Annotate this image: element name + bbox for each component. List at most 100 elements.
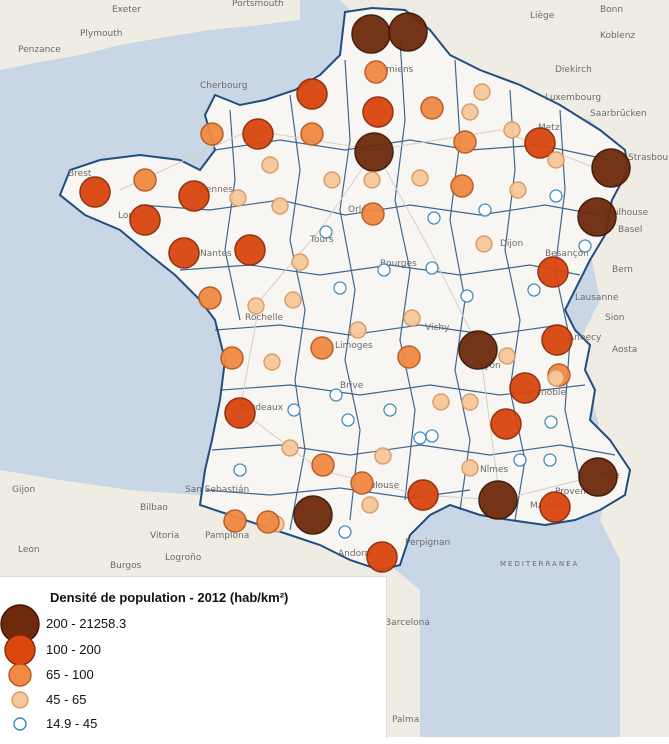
density-symbol-c4[interactable] <box>524 127 556 159</box>
density-symbol-c1[interactable] <box>287 403 301 417</box>
density-symbol-c5[interactable] <box>591 148 631 188</box>
density-symbol-c2[interactable] <box>271 197 289 215</box>
density-symbol-c2[interactable] <box>284 291 302 309</box>
density-symbol-c1[interactable] <box>425 261 439 275</box>
density-symbol-c1[interactable] <box>543 453 557 467</box>
density-symbol-c2[interactable] <box>363 171 381 189</box>
density-symbol-c2[interactable] <box>229 189 247 207</box>
place-label: San Sebastián <box>185 485 249 495</box>
density-symbol-c3[interactable] <box>310 336 334 360</box>
density-symbol-c4[interactable] <box>537 256 569 288</box>
density-symbol-c4[interactable] <box>509 372 541 404</box>
density-symbol-c5[interactable] <box>578 457 618 497</box>
density-symbol-c1[interactable] <box>413 431 427 445</box>
density-symbol-c1[interactable] <box>377 263 391 277</box>
density-symbol-c1[interactable] <box>383 403 397 417</box>
density-symbol-c1[interactable] <box>527 283 541 297</box>
density-symbol-c2[interactable] <box>475 235 493 253</box>
density-symbol-c1[interactable] <box>578 239 592 253</box>
density-symbol-c1[interactable] <box>544 415 558 429</box>
density-symbol-c5[interactable] <box>354 132 394 172</box>
density-symbol-c5[interactable] <box>478 480 518 520</box>
density-symbol-c4[interactable] <box>296 78 328 110</box>
density-symbol-c2[interactable] <box>247 297 265 315</box>
density-symbol-c3[interactable] <box>300 122 324 146</box>
density-symbol-c3[interactable] <box>350 471 374 495</box>
density-symbol-c2[interactable] <box>461 393 479 411</box>
density-symbol-c4[interactable] <box>129 204 161 236</box>
density-symbol-c2[interactable] <box>374 447 392 465</box>
density-symbol-c2[interactable] <box>461 459 479 477</box>
density-symbol-c3[interactable] <box>198 286 222 310</box>
density-symbol-c2[interactable] <box>432 393 450 411</box>
place-label: Plymouth <box>80 29 122 39</box>
density-symbol-c3[interactable] <box>361 202 385 226</box>
density-symbol-c1[interactable] <box>333 281 347 295</box>
density-symbol-c1[interactable] <box>460 289 474 303</box>
density-symbol-c4[interactable] <box>242 118 274 150</box>
density-symbol-c3[interactable] <box>364 60 388 84</box>
density-symbol-c2[interactable] <box>323 171 341 189</box>
density-symbol-c3[interactable] <box>256 510 280 534</box>
density-symbol-c4[interactable] <box>362 96 394 128</box>
density-symbol-c2[interactable] <box>503 121 521 139</box>
density-symbol-c2[interactable] <box>291 253 309 271</box>
density-symbol-c1[interactable] <box>319 225 333 239</box>
density-symbol-c2[interactable] <box>547 151 565 169</box>
density-symbol-c2[interactable] <box>473 83 491 101</box>
density-symbol-c4[interactable] <box>407 479 439 511</box>
density-symbol-c2[interactable] <box>281 439 299 457</box>
density-symbol-c5[interactable] <box>577 197 617 237</box>
density-symbol-c2[interactable] <box>509 181 527 199</box>
density-symbol-c1[interactable] <box>549 189 563 203</box>
density-symbol-c1[interactable] <box>329 388 343 402</box>
density-symbol-c3[interactable] <box>397 345 421 369</box>
place-label: Vichy <box>425 323 450 333</box>
density-symbol-c1[interactable] <box>338 525 352 539</box>
density-symbol-c1[interactable] <box>513 453 527 467</box>
density-symbol-c5[interactable] <box>293 495 333 535</box>
density-symbol-c2[interactable] <box>261 156 279 174</box>
density-symbol-c2[interactable] <box>461 103 479 121</box>
density-symbol-c2[interactable] <box>349 321 367 339</box>
density-symbol-c5[interactable] <box>351 14 391 54</box>
density-symbol-c5[interactable] <box>458 330 498 370</box>
density-symbol-c4[interactable] <box>366 541 398 573</box>
density-symbol-c2[interactable] <box>547 369 565 387</box>
density-symbol-c4[interactable] <box>539 491 571 523</box>
place-label: Luxembourg <box>545 93 601 103</box>
density-symbol-c1[interactable] <box>425 429 439 443</box>
density-symbol-c4[interactable] <box>234 234 266 266</box>
place-label: Exeter <box>112 5 141 15</box>
place-label: Brest <box>68 169 92 179</box>
density-symbol-c3[interactable] <box>450 174 474 198</box>
density-symbols[interactable] <box>79 12 631 573</box>
density-symbol-c3[interactable] <box>220 346 244 370</box>
density-symbol-c1[interactable] <box>478 203 492 217</box>
density-symbol-c4[interactable] <box>178 180 210 212</box>
density-symbol-c2[interactable] <box>403 309 421 327</box>
place-label: Palma <box>392 715 419 725</box>
density-symbol-c2[interactable] <box>498 347 516 365</box>
density-symbol-c3[interactable] <box>453 130 477 154</box>
density-symbol-c4[interactable] <box>541 324 573 356</box>
density-symbol-c3[interactable] <box>133 168 157 192</box>
density-symbol-c1[interactable] <box>341 413 355 427</box>
density-symbol-c3[interactable] <box>200 122 224 146</box>
density-symbol-c4[interactable] <box>224 397 256 429</box>
density-symbol-c3[interactable] <box>420 96 444 120</box>
density-symbol-c1[interactable] <box>233 463 247 477</box>
place-label: Toulouse <box>359 481 400 491</box>
density-symbol-c4[interactable] <box>168 237 200 269</box>
place-label: Bourges <box>380 259 417 269</box>
density-symbol-c1[interactable] <box>427 211 441 225</box>
density-symbol-c2[interactable] <box>411 169 429 187</box>
density-symbol-c4[interactable] <box>79 176 111 208</box>
density-symbol-c2[interactable] <box>263 353 281 371</box>
density-symbol-c3[interactable] <box>311 453 335 477</box>
density-symbol-c5[interactable] <box>388 12 428 52</box>
density-symbol-c3[interactable] <box>223 509 247 533</box>
sea-med <box>420 560 620 737</box>
density-symbol-c2[interactable] <box>361 496 379 514</box>
density-symbol-c4[interactable] <box>490 408 522 440</box>
